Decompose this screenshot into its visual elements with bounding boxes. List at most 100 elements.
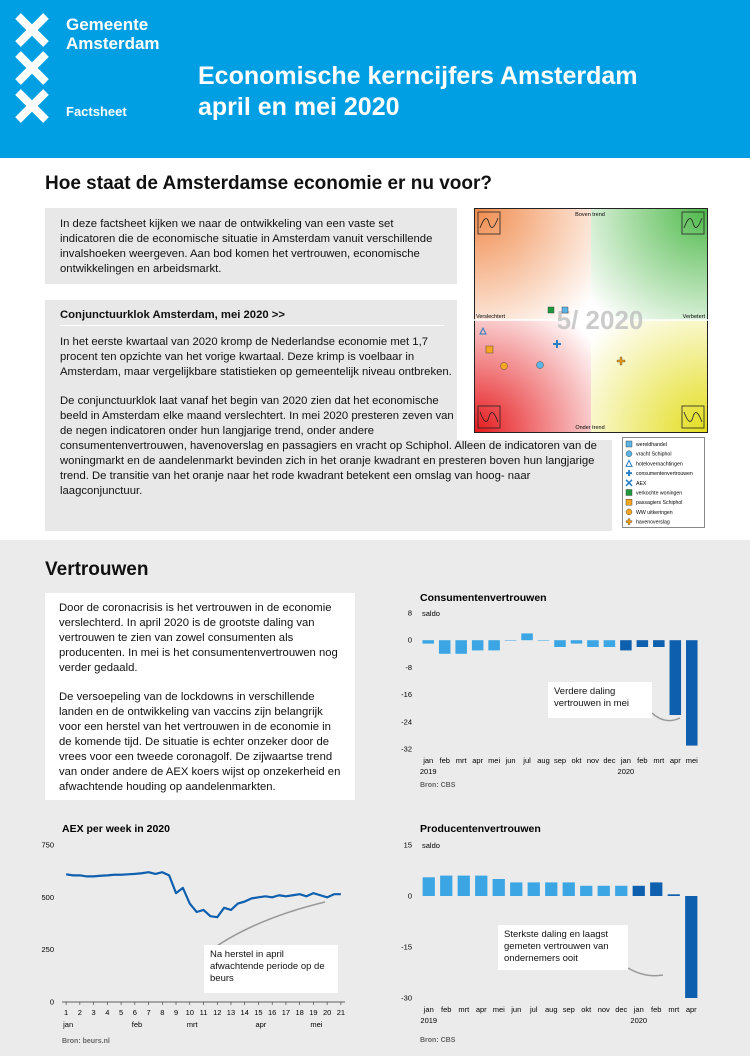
marker	[561, 306, 569, 314]
bar	[545, 882, 558, 896]
quadrant	[591, 320, 708, 433]
marker	[479, 326, 487, 335]
x-tick-label: mrt	[456, 756, 468, 765]
clock-legend-svg: wereldhandel vracht Schiphol hotelovernach…	[625, 440, 693, 526]
business-cycle-clock: 5/ 2020 Boven trend Onder trend Verslech…	[474, 208, 708, 433]
clock-label: Verslechtert	[476, 314, 506, 320]
text-box: Door de coronacrisis is het vertrouwen i…	[45, 593, 355, 800]
y-tick-label: 0	[408, 636, 412, 645]
quadrant	[474, 320, 591, 433]
x-tick-label: feb	[441, 1005, 451, 1014]
x-tick-label: dec	[615, 1005, 627, 1014]
month-label: mrt	[187, 1020, 199, 1029]
source: Bron: CBS	[420, 1037, 456, 1044]
chart-title: Producentenvertrouwen	[420, 823, 541, 835]
x-tick-label: jan	[620, 756, 631, 765]
x-tick-label: jan	[422, 756, 433, 765]
section-heading: Hoe staat de Amsterdamse economie er nu …	[45, 173, 492, 194]
x-tick-label: nov	[598, 1005, 610, 1014]
x-tick-label: mrt	[668, 1005, 680, 1014]
axis-label: saldo	[422, 841, 440, 850]
bar	[597, 885, 610, 896]
x-tick-label: jan	[633, 1005, 644, 1014]
clock-markers	[479, 306, 626, 370]
annotation-connector	[651, 712, 681, 722]
x-tick-label: 9	[174, 1008, 178, 1017]
year-label: 2020	[618, 767, 635, 776]
bar	[653, 640, 665, 647]
bar	[457, 875, 470, 896]
x-tick-label: jun	[505, 756, 516, 765]
y-tick-label: 0	[50, 998, 54, 1007]
logo	[15, 13, 49, 123]
axis-label: saldo	[422, 609, 440, 618]
bar	[440, 875, 453, 896]
legend-label: verkochte woningen	[636, 491, 682, 497]
x-tick-label: 12	[213, 1008, 221, 1017]
x-tick-label: nov	[587, 756, 599, 765]
x-tick-label: sep	[563, 1005, 575, 1014]
y-tick-label: -8	[405, 663, 412, 672]
logo-cross	[15, 51, 49, 85]
intro-text: In deze factsheet kijken we naar de ontw…	[60, 218, 433, 275]
legend-label: WW uitkeringen	[636, 510, 673, 516]
marker	[485, 345, 494, 354]
year-label: 2019	[420, 767, 437, 776]
annotation: Sterkste daling en laagst gemeten vertro…	[498, 925, 628, 970]
x-tick-label: okt	[581, 1005, 592, 1014]
bar	[455, 640, 467, 654]
bar	[488, 640, 500, 651]
month-label: feb	[132, 1020, 142, 1029]
legend-icon	[625, 499, 633, 506]
bar	[615, 885, 628, 896]
y-tick-label: -30	[401, 994, 412, 1003]
x-tick-label: 5	[119, 1008, 123, 1017]
x-tick-label: aug	[545, 1005, 558, 1014]
source: Bron: CBS	[420, 782, 456, 789]
bar	[475, 875, 488, 896]
consumer-confidence-chart: Consumentenvertrouwen 8 0 -8 -16 -24 -32 jan 201…	[401, 592, 698, 789]
bar	[685, 896, 698, 998]
clock-box-title: Conjunctuurklok Amsterdam, mei 2020 >>	[60, 308, 444, 326]
corner-wave	[479, 217, 703, 423]
bar	[562, 882, 575, 896]
x-tick-label: 14	[241, 1008, 249, 1017]
bar	[620, 640, 632, 651]
y-tick-label: 0	[408, 892, 412, 901]
bar	[504, 640, 517, 641]
bar	[537, 640, 550, 641]
legend-label: havenoverslag	[636, 520, 670, 526]
x-tick-label: mei	[686, 756, 698, 765]
marker	[616, 356, 626, 366]
legend-icon	[625, 518, 633, 525]
source: Bron: beurs.nl	[62, 1038, 110, 1045]
bar	[510, 882, 523, 896]
year-label: 2019	[420, 1016, 437, 1025]
clock-label: Boven trend	[575, 212, 605, 218]
legend-icon	[625, 459, 633, 467]
logo-crosses	[15, 13, 49, 123]
annotation-connector	[627, 967, 664, 977]
x-tick-label: 2	[78, 1008, 82, 1017]
x-tick-label: 20	[323, 1008, 331, 1017]
page-title: Economische kerncijfers Amsterdam	[198, 62, 638, 90]
month-label: apr	[255, 1020, 266, 1029]
legend-label: vracht Schiphol	[636, 452, 671, 458]
clock-text: Conjunctuurklok Amsterdam, mei 2020 >> I…	[60, 308, 608, 499]
paragraph: De versoepeling van de lockdowns in vers…	[59, 691, 341, 793]
logo-cross	[15, 13, 49, 47]
legend-icon	[625, 508, 633, 516]
x-tick-label: 13	[227, 1008, 235, 1017]
page-title: april en mei 2020	[198, 93, 400, 121]
x-tick-label: 11	[200, 1008, 208, 1017]
x-tick-label: 10	[186, 1008, 194, 1017]
quadrant	[591, 208, 708, 320]
logo-cross	[15, 89, 49, 123]
x-tick-label: feb	[637, 756, 647, 765]
legend-label: hotelovernachtingen	[636, 461, 683, 467]
bar	[554, 640, 566, 647]
bar	[587, 640, 599, 647]
legend-label: AEX	[636, 481, 647, 487]
